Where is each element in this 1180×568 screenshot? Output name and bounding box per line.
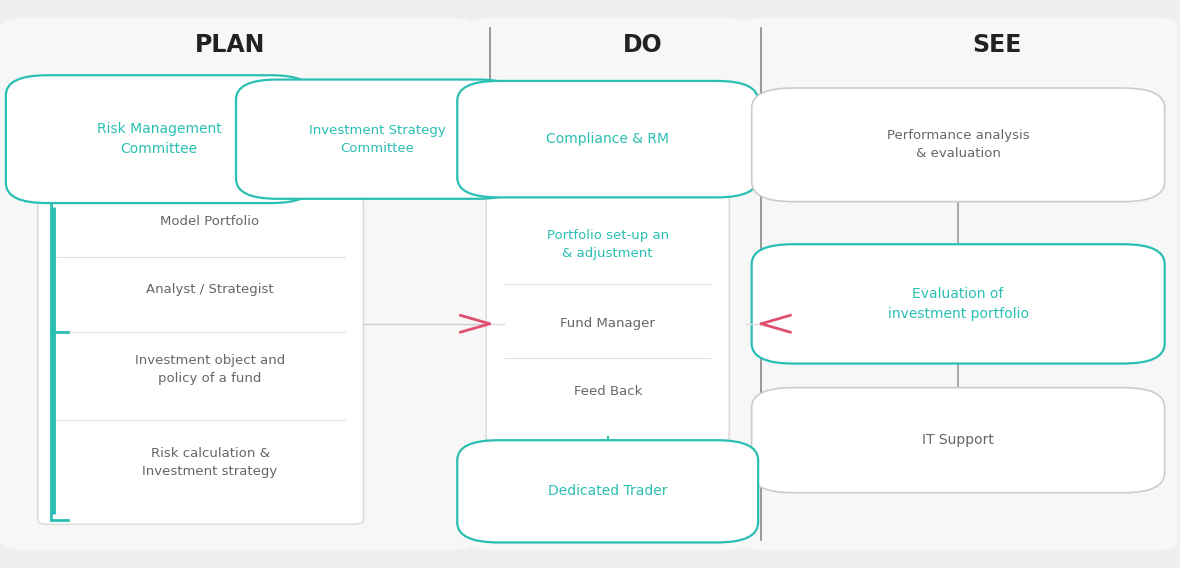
Text: IT Support: IT Support (923, 433, 994, 447)
Text: Risk calculation &
Investment strategy: Risk calculation & Investment strategy (143, 448, 277, 478)
FancyBboxPatch shape (457, 81, 758, 198)
Text: Dedicated Trader: Dedicated Trader (548, 485, 668, 498)
FancyBboxPatch shape (752, 387, 1165, 492)
FancyBboxPatch shape (0, 18, 473, 550)
Text: Performance analysis
& evaluation: Performance analysis & evaluation (887, 130, 1029, 160)
Text: SEE: SEE (972, 34, 1022, 57)
FancyBboxPatch shape (752, 244, 1165, 364)
Text: Feed Back: Feed Back (573, 386, 642, 398)
Text: PLAN: PLAN (195, 34, 266, 57)
Text: Fund Manager: Fund Manager (560, 318, 655, 330)
Text: Analyst / Strategist: Analyst / Strategist (146, 283, 274, 296)
FancyBboxPatch shape (38, 197, 363, 524)
FancyBboxPatch shape (6, 76, 313, 203)
Text: Model Portfolio: Model Portfolio (160, 215, 260, 228)
Text: Evaluation of
investment portfolio: Evaluation of investment portfolio (887, 287, 1029, 320)
Text: Risk Management
Committee: Risk Management Committee (97, 123, 222, 156)
FancyBboxPatch shape (752, 88, 1165, 202)
FancyBboxPatch shape (457, 440, 758, 542)
Text: Portfolio set-up an
& adjustment: Portfolio set-up an & adjustment (546, 229, 669, 260)
Text: Investment Strategy
Committee: Investment Strategy Committee (309, 124, 446, 154)
Text: Compliance & RM: Compliance & RM (546, 132, 669, 146)
FancyBboxPatch shape (740, 18, 1178, 550)
Text: DO: DO (623, 34, 663, 57)
Text: Investment object and
policy of a fund: Investment object and policy of a fund (135, 354, 286, 385)
FancyBboxPatch shape (486, 189, 729, 442)
FancyBboxPatch shape (468, 18, 747, 550)
FancyBboxPatch shape (236, 80, 519, 199)
